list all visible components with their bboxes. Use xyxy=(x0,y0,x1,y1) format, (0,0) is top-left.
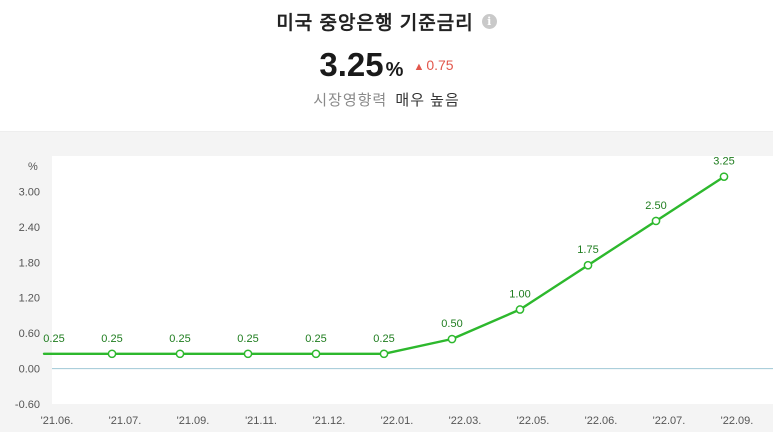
x-tick-label: '22.01. xyxy=(381,415,414,427)
data-point[interactable] xyxy=(379,349,389,359)
data-label: 0.25 xyxy=(169,333,190,345)
y-tick-label: 1.80 xyxy=(19,257,40,269)
data-label: 2.50 xyxy=(645,200,666,212)
data-point[interactable] xyxy=(107,349,117,359)
data-point[interactable] xyxy=(583,260,593,270)
y-tick-label: 3.00 xyxy=(19,186,40,198)
rate-change: ▲ 0.75 xyxy=(413,57,453,73)
data-label: 1.75 xyxy=(577,244,598,256)
y-tick-label: 0.60 xyxy=(19,328,40,340)
data-label: 3.25 xyxy=(713,156,734,168)
triangle-up-icon: ▲ xyxy=(413,61,425,73)
current-rate-value: 3.25 xyxy=(319,46,384,83)
data-label: 0.50 xyxy=(441,318,462,330)
data-point[interactable] xyxy=(243,349,253,359)
market-impact: 시장영향력 매우 높음 xyxy=(0,89,773,110)
data-point[interactable] xyxy=(515,305,525,314)
value-row: 3.25% ▲ 0.75 xyxy=(0,46,773,84)
y-tick-label: 1.20 xyxy=(19,293,40,305)
y-tick-label: 0.00 xyxy=(19,364,40,376)
data-label: 1.00 xyxy=(509,289,530,301)
rate-header: 미국 중앙은행 기준금리 i 3.25% ▲ 0.75 시장영향력 매우 높음 xyxy=(0,0,773,130)
x-tick-label: '22.07. xyxy=(653,415,686,427)
data-label: 0.25 xyxy=(305,333,326,345)
x-tick-label: '22.09. xyxy=(721,415,754,427)
data-point[interactable] xyxy=(175,349,185,359)
market-impact-value: 매우 높음 xyxy=(395,92,460,109)
chart-title: 미국 중앙은행 기준금리 xyxy=(276,13,474,34)
plot-area xyxy=(52,156,773,404)
info-icon[interactable]: i xyxy=(481,14,497,29)
data-point[interactable] xyxy=(651,216,661,226)
divider xyxy=(0,131,773,132)
x-tick-label: '22.03. xyxy=(449,415,482,427)
x-tick-label: '21.11. xyxy=(245,415,277,427)
data-point[interactable] xyxy=(311,349,321,359)
data-label: 0.25 xyxy=(43,333,64,345)
x-tick-label: '21.06. xyxy=(41,415,74,427)
data-point[interactable] xyxy=(447,334,457,344)
market-impact-label: 시장영향력 xyxy=(313,92,388,109)
x-tick-label: '21.07. xyxy=(109,415,142,427)
x-tick-label: '21.12. xyxy=(313,415,346,427)
chart-panel: % 3.00 2.40 1.80 1.20 0.60 0.00 -0.60'21.06. '21… xyxy=(0,132,773,432)
series-line xyxy=(42,175,725,355)
x-tick-label: '22.06. xyxy=(585,415,618,427)
x-tick-label: '21.09. xyxy=(177,415,210,427)
y-tick-label: -0.60 xyxy=(15,399,40,411)
data-label: 0.25 xyxy=(237,333,258,345)
line-chart: % 3.00 2.40 1.80 1.20 0.60 0.00 -0.60'21.06. '21… xyxy=(15,156,773,427)
current-rate-unit: % xyxy=(385,59,404,81)
y-tick-label: 2.40 xyxy=(19,222,40,234)
data-point[interactable] xyxy=(719,172,729,182)
x-tick-label: '22.05. xyxy=(517,415,550,427)
title-row: 미국 중앙은행 기준금리 i xyxy=(0,8,773,35)
data-label: 0.25 xyxy=(101,333,122,345)
rate-change-value: 0.75 xyxy=(426,57,454,73)
y-axis-label: % xyxy=(28,161,38,173)
data-label: 0.25 xyxy=(373,333,394,345)
